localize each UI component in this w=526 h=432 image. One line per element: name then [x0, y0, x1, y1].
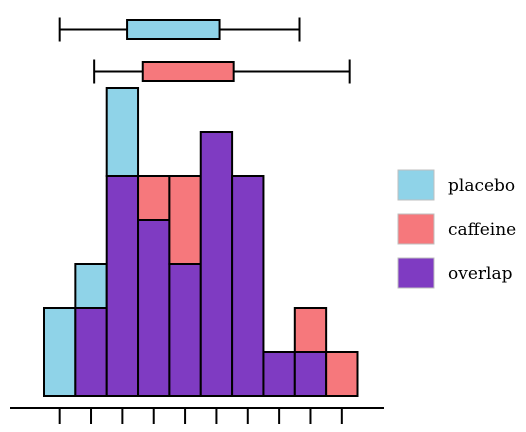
caffeine-bar-10	[325, 351, 359, 397]
placebo-bar-1	[43, 307, 77, 397]
caffeine-bar-5	[168, 175, 202, 265]
overlap-bar-8	[262, 351, 296, 397]
histogram-bars	[43, 87, 359, 397]
caffeine-box	[141, 61, 235, 82]
overlap-bar-6	[199, 131, 234, 397]
caffeine-bar-4	[137, 175, 171, 221]
overlap-bar-9	[293, 351, 328, 397]
legend-label-overlap: overlap	[448, 264, 513, 284]
overlap-bar-5	[168, 263, 202, 397]
placebo-boxplot	[58, 17, 301, 42]
overlap-bar-3	[105, 175, 140, 397]
legend-swatch-placebo	[397, 169, 435, 201]
placebo-box	[126, 19, 221, 40]
placebo-bar-3	[105, 87, 140, 177]
legend-swatch-overlap	[397, 257, 435, 289]
legend-swatch-caffeine	[397, 213, 435, 245]
placebo-bar-2	[74, 263, 108, 309]
boxplots-group	[58, 17, 351, 84]
legend-label-caffeine: caffeine	[448, 220, 516, 240]
overlap-bar-4	[137, 219, 171, 397]
legend-label-placebo: placebo	[448, 176, 515, 196]
overlap-bar-2	[74, 307, 108, 397]
caffeine-bar-9	[293, 307, 328, 353]
caffeine-boxplot	[93, 59, 351, 84]
legend: placebo caffeine overlap	[397, 169, 516, 289]
overlap-bar-7	[231, 175, 265, 397]
x-axis	[10, 407, 384, 424]
